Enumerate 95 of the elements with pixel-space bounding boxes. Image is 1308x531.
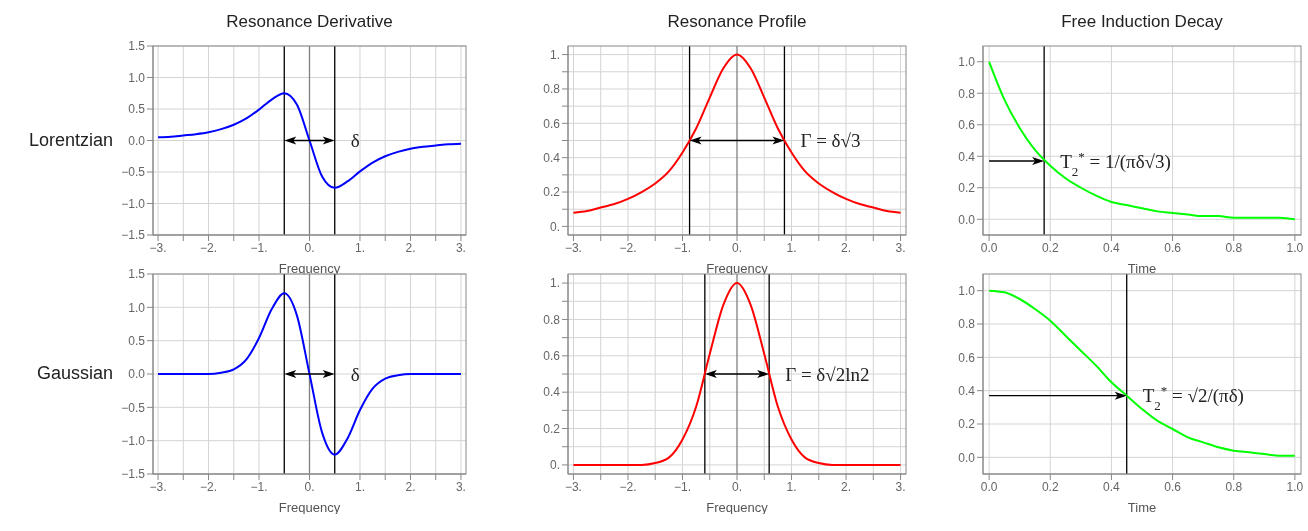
y-tick-label: 0.6 [958,350,976,365]
x-tick-label: 2. [841,479,852,494]
x-axis-title: Frequency [706,261,769,276]
y-tick-label: 1. [549,276,560,291]
annotation: Γ = δ√3 [800,130,861,152]
y-tick-label: 0.8 [958,86,976,101]
y-tick-label: −1.5 [121,467,146,482]
annotation: δ [350,363,360,385]
x-tick-label: 0.0 [980,479,998,494]
x-tick-label: 2. [405,240,416,255]
x-tick-label: 0. [304,479,315,494]
y-tick-label: 1.0 [128,300,146,315]
x-tick-label: 0. [731,479,743,494]
x-tick-label: 0. [304,240,315,255]
y-tick-label: 0.2 [958,181,976,196]
x-tick-label: 0. [731,240,743,255]
y-tick-label: 0.5 [128,333,146,348]
x-axis-title: Frequency [278,261,341,276]
y-tick-label: 0.2 [543,421,561,436]
y-tick-label: 0.4 [543,385,561,400]
y-tick-label: 0.2 [958,417,976,432]
y-tick-label: 0.8 [958,317,976,332]
x-tick-label: −2. [619,479,637,494]
y-tick-label: −1.5 [121,228,146,243]
x-tick-label: −2. [200,479,218,494]
y-tick-label: 0.8 [543,82,561,97]
x-tick-label: 3. [895,240,906,255]
y-tick-label: 1. [549,47,560,62]
x-tick-label: 1. [354,479,365,494]
x-axis-title: Time [1127,261,1157,276]
y-axis-title: Lorentzian [28,129,113,151]
y-tick-label: 0.0 [128,367,146,382]
y-tick-label: 0.6 [543,349,561,364]
annotation: Γ = δ√2ln2 [785,363,870,385]
y-tick-label: 1.0 [958,283,976,298]
annotation: T$_{2}$$^{*}$ = 1/(πδ√3) [1060,148,1171,179]
x-tick-label: 2. [405,479,416,494]
chart-title: Resonance Profile [666,11,808,33]
y-tick-label: 0. [549,458,560,473]
annotation: T$_{2}$$^{*}$ = √2/(πδ) [1142,382,1244,413]
y-tick-label: 0.8 [543,312,561,327]
x-tick-label: 0.4 [1103,240,1121,255]
chart-title: Resonance Derivative [225,11,394,33]
y-tick-label: 0.2 [543,185,561,200]
x-tick-label: 0.2 [1041,240,1059,255]
y-tick-label: −1.0 [121,433,146,448]
x-axis-title: Frequency [278,500,341,515]
chart-title: Free Induction Decay [1060,11,1224,33]
y-tick-label: 0.5 [128,102,146,117]
y-tick-label: −0.5 [121,400,146,415]
y-tick-label: 0.4 [958,149,976,164]
x-tick-label: −1. [250,479,268,494]
x-tick-label: −3. [149,240,167,255]
y-tick-label: 0.4 [543,150,561,165]
x-tick-label: 3. [455,479,466,494]
y-tick-label: 0.4 [958,383,976,398]
x-tick-label: 0.0 [980,240,998,255]
x-tick-label: 1. [354,240,365,255]
x-tick-label: 1. [786,240,797,255]
x-tick-label: 2. [841,240,852,255]
y-tick-label: 0.0 [958,212,976,227]
x-tick-label: 0.4 [1103,479,1121,494]
x-tick-label: 0.6 [1164,240,1182,255]
x-tick-label: 0.8 [1225,479,1243,494]
x-axis-title: Frequency [706,500,769,515]
annotation: δ [350,130,360,152]
y-tick-label: 0.0 [128,133,146,148]
y-tick-label: 1.0 [128,70,146,85]
y-tick-label: 0.6 [543,116,561,131]
y-tick-label: 1.5 [128,267,146,282]
x-tick-label: −1. [673,240,691,255]
x-tick-label: 0.2 [1041,479,1059,494]
x-tick-label: −3. [564,240,582,255]
x-tick-label: 3. [455,240,466,255]
x-tick-label: 3. [895,479,906,494]
x-tick-label: 1. [786,479,797,494]
x-tick-label: 0.8 [1225,240,1243,255]
y-tick-label: −1.0 [121,196,146,211]
x-axis-title: Time [1127,500,1157,515]
y-tick-label: 1.0 [958,55,976,70]
x-tick-label: −3. [149,479,167,494]
x-tick-label: −1. [250,240,268,255]
x-tick-label: −3. [564,479,582,494]
y-axis-title: Gaussian [36,363,113,384]
y-tick-label: 0. [549,219,560,234]
x-tick-label: −1. [673,479,691,494]
y-tick-label: 0.6 [958,118,976,133]
x-tick-label: 1.0 [1286,240,1304,255]
x-tick-label: 0.6 [1164,479,1182,494]
x-tick-label: 1.0 [1286,479,1304,494]
x-tick-label: −2. [200,240,218,255]
y-tick-label: 1.5 [128,39,146,54]
y-tick-label: 0.0 [958,450,976,465]
y-tick-label: −0.5 [121,165,146,180]
x-tick-label: −2. [619,240,637,255]
